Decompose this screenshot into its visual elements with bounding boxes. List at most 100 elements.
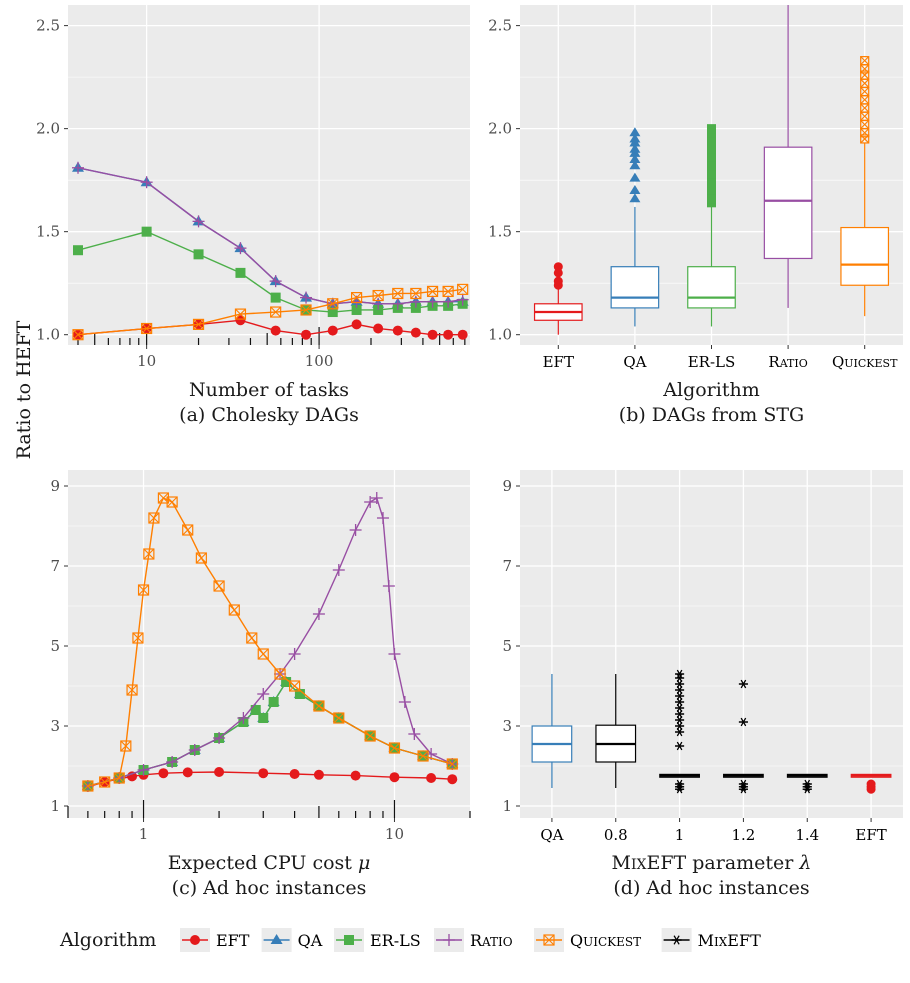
boxplot-1	[659, 669, 700, 794]
x-tick-label: RATIO	[768, 353, 807, 371]
circle-marker	[553, 276, 563, 286]
y-tick-label: 9	[50, 477, 60, 495]
x-tick-label: EFT	[543, 353, 574, 371]
circle-marker	[301, 329, 312, 340]
plus-marker	[140, 176, 153, 189]
legend-label: RATIO	[470, 931, 513, 950]
square-marker	[707, 136, 716, 146]
triangle-marker	[270, 934, 283, 944]
triangle-marker	[629, 143, 641, 153]
square-marker	[344, 935, 354, 945]
box	[687, 266, 736, 309]
triangle-marker	[629, 160, 641, 170]
circle-marker	[410, 327, 421, 338]
circle-marker	[392, 325, 403, 336]
boxed-x-marker	[392, 287, 404, 300]
plus-marker	[426, 295, 439, 308]
y-tick-label: 7	[50, 557, 60, 575]
boxplot-qa	[610, 127, 660, 327]
y-tick-label: 2.0	[36, 120, 60, 138]
circle-marker	[289, 769, 300, 779]
circle-marker	[866, 779, 876, 789]
boxed-x-marker	[446, 758, 458, 770]
boxplot-ratio	[763, 5, 813, 308]
asterisk-marker	[675, 779, 685, 789]
boxplot-1-4	[786, 773, 828, 794]
boxed-x-marker	[126, 684, 138, 696]
y-tick-label: 3	[50, 717, 60, 735]
asterisk-marker	[675, 669, 685, 679]
triangle-marker	[629, 184, 641, 194]
y-tick-label: 1	[502, 797, 512, 815]
boxed-x-marker	[82, 780, 94, 792]
boxed-x-marker	[333, 712, 345, 724]
boxed-x-marker	[417, 750, 429, 762]
plus-marker	[376, 512, 389, 524]
y-tick-label: 3	[502, 717, 512, 735]
panel-caption: (a) Cholesky DAGs	[179, 404, 359, 426]
panel-c: 1 3 5 7 9 1 10 Expected CPU cost μ (c) Ad hoc in…	[50, 470, 471, 899]
boxed-x-marker	[99, 776, 111, 788]
x-axis-label: Number of tasks	[189, 379, 349, 401]
boxed-x-marker	[166, 496, 178, 508]
circle-marker	[426, 773, 437, 783]
plus-marker	[312, 608, 325, 620]
asterisk-marker	[671, 935, 682, 945]
plus-marker	[364, 496, 377, 508]
plus-marker	[391, 297, 404, 310]
square-marker	[250, 705, 261, 715]
y-tick-label: 5	[502, 637, 512, 655]
legend: Algorithm EFT QA ER-LS RATIO QUICKEST MIXEFT	[59, 928, 761, 952]
x-axis-label: Expected CPU cost μ	[168, 852, 371, 874]
boxed-x-marker	[137, 584, 150, 596]
legend-item-mixeft: MIXEFT	[661, 928, 761, 952]
square-marker	[373, 304, 384, 315]
boxplot-1-2	[723, 679, 764, 794]
boxed-x-marker	[270, 306, 282, 318]
plus-marker	[72, 161, 85, 174]
plus-marker	[443, 934, 455, 946]
legend-label: EFT	[216, 931, 250, 950]
triangle-marker	[629, 172, 641, 182]
y-tick-label: 5	[50, 637, 60, 655]
boxed-x-marker	[860, 56, 870, 66]
boxplot-er-ls	[687, 124, 736, 327]
boxed-x-marker	[300, 304, 312, 316]
panel-b: 1.0 1.5 2.0 2.5 EFT QA ER-LS RATIO QUICKEST Algor…	[488, 5, 903, 426]
y-tick-label: 1.0	[36, 326, 60, 344]
circle-marker	[158, 768, 169, 779]
y-tick-label: 2.5	[488, 17, 512, 35]
square-marker	[270, 292, 281, 303]
series-quickest	[72, 283, 469, 341]
circle-marker	[351, 319, 362, 330]
plus-marker	[188, 744, 201, 756]
x-tick-label: 1	[139, 825, 149, 843]
boxed-x-marker	[141, 322, 153, 335]
legend-item-eft: EFT	[180, 928, 250, 952]
square-marker	[707, 124, 716, 134]
x-tick-label: QA	[623, 353, 646, 371]
legend-title: Algorithm	[59, 929, 156, 951]
x-tick-label: 1.2	[731, 826, 755, 844]
box	[840, 226, 890, 286]
boxed-x-marker	[120, 740, 132, 752]
square-marker	[193, 249, 204, 260]
plus-marker	[442, 295, 455, 308]
boxed-x-marker	[426, 285, 439, 298]
y-tick-label: 1.5	[488, 223, 512, 241]
square-marker	[410, 302, 421, 313]
circle-marker	[373, 323, 384, 334]
boxed-x-marker	[372, 289, 384, 302]
y-tick-label: 7	[502, 557, 512, 575]
circle-marker	[457, 329, 468, 340]
asterisk-marker	[738, 679, 748, 689]
circle-marker	[182, 767, 193, 778]
circle-marker	[214, 767, 225, 777]
circle-marker	[447, 774, 458, 785]
plus-marker	[382, 580, 395, 592]
boxed-x-marker	[274, 668, 286, 680]
asterisk-marker	[738, 717, 748, 727]
x-tick-label: QUICKEST	[832, 353, 898, 371]
triangle-marker	[629, 127, 641, 137]
